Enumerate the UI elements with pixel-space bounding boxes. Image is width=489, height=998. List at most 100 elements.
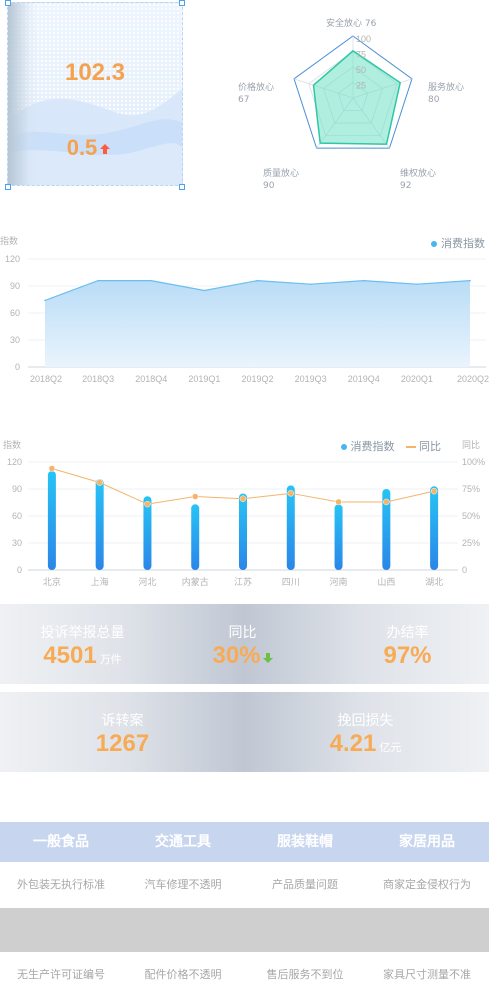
x-tick-label: 四川 (282, 577, 300, 587)
x-tick-label: 2018Q2 (30, 374, 62, 384)
legend-dot (431, 241, 437, 247)
y-axis-title: 指数 (0, 235, 18, 246)
bar-line-chart: 指数 同比 0 30 60 90 120 0 25% 50% 75% 100% 北京 上海 河北 内蒙古 江苏 四… (3, 439, 485, 587)
tab-vehicles[interactable]: 交通工具 (155, 834, 211, 850)
resize-handle-tl[interactable] (5, 0, 11, 6)
radar-label-service: 服务放心 80 (428, 83, 465, 105)
left-shade (8, 3, 38, 185)
tab-general-food[interactable]: 一般食品 (33, 834, 89, 850)
category-item[interactable]: 外包装无执行标准 (17, 878, 105, 891)
stat-recovered-label: 挽回损失 (337, 713, 394, 729)
stat-recovered-value: 4.21 亿元 (329, 730, 402, 757)
resize-handle-tr[interactable] (179, 0, 185, 6)
category-header: 一般食品 交通工具 服装鞋帽 家居用品 (0, 822, 489, 862)
category-item[interactable]: 售后服务不到位 (266, 968, 344, 981)
stat-complaints-label: 投诉举报总量 (40, 625, 125, 641)
y-tick-label: 120 (5, 254, 20, 264)
category-row-2: 无生产许可证编号 配件价格不透明 售后服务不到位 家具尺寸测量不准 (0, 952, 489, 998)
data-point (256, 279, 259, 282)
yoy-point (191, 493, 199, 500)
x-tick-label: 2018Q4 (135, 374, 167, 384)
category-item[interactable]: 无生产许可证编号 (17, 968, 105, 981)
x-tick-label: 2019Q4 (348, 374, 380, 384)
y-tick-label-left: 0 (17, 565, 22, 575)
data-point (416, 283, 418, 285)
yoy-point (383, 498, 390, 506)
legend-bar-label: 消费指数 (350, 440, 395, 453)
x-tick-label: 2020Q2 (457, 374, 489, 384)
stat-complaints-value: 4501 万件 (43, 642, 122, 669)
y-tick-label-right: 50% (462, 511, 480, 521)
x-tick-label: 2019Q2 (241, 374, 273, 384)
radar-tick-label: 50 (356, 65, 366, 75)
x-tick-label: 上海 (91, 576, 109, 587)
resize-handle-br[interactable] (179, 184, 185, 190)
category-item[interactable]: 汽车修理不透明 (144, 878, 222, 891)
x-tick-label: 河南 (330, 576, 348, 587)
y-tick-label-right: 75% (462, 484, 480, 494)
x-tick-label: 2019Q1 (188, 374, 220, 384)
tab-home-goods[interactable]: 家居用品 (399, 834, 455, 850)
x-tick-label: 2019Q3 (295, 374, 327, 384)
category-item[interactable]: 产品质量问题 (272, 878, 338, 891)
score-delta: 0.5 (8, 135, 176, 161)
stats-banner-1: 投诉举报总量 4501 万件 同比 30% 办结率 97% (0, 604, 489, 684)
radar-tick-label: 25 (356, 81, 366, 91)
legend-line-swatch (406, 446, 416, 448)
x-tick-label: 湖北 (425, 577, 443, 587)
stat-yoy-label: 同比 (228, 625, 257, 641)
category-item[interactable]: 商家定金侵权行为 (383, 878, 471, 891)
yoy-point (144, 500, 151, 508)
yoy-point (48, 465, 56, 472)
yoy-point (239, 495, 247, 502)
arrow-up-icon (100, 144, 111, 155)
area-legend[interactable]: 消费指数 (431, 235, 485, 251)
tab-clothing[interactable]: 服装鞋帽 (277, 834, 333, 850)
radar-label-quality: 质量放心 90 (263, 169, 300, 191)
divider-band (0, 908, 489, 952)
y-tick-label-left: 90 (12, 484, 22, 494)
score-delta-value: 0.5 (66, 135, 98, 160)
yoy-point (430, 487, 438, 495)
data-point (469, 279, 471, 282)
radar-series-area (312, 49, 402, 145)
radar-tick-label: 100 (356, 34, 371, 44)
data-point (309, 283, 312, 285)
x-tick-label: 内蒙古 (182, 576, 209, 587)
legend-line-label: 同比 (419, 440, 441, 453)
y-tick-label-right: 100% (462, 457, 485, 467)
radar-chart: 100 75 50 25 (293, 34, 413, 149)
bar-legend[interactable]: 消费指数 同比 (340, 438, 441, 454)
x-tick-label: 北京 (43, 576, 61, 587)
x-tick-label: 河北 (138, 576, 156, 587)
score-main-value: 102.3 (64, 59, 126, 86)
area-chart: 指数 0 30 60 90 120 2018Q2 2018Q3 2018Q4 2019Q1 2019… (0, 235, 489, 384)
area-fill (45, 280, 470, 367)
data-point (203, 289, 206, 292)
stat-closure-value: 97% (383, 642, 432, 669)
x-tick-label: 2018Q3 (82, 374, 114, 384)
y-tick-label: 90 (10, 281, 20, 291)
radar-label-price: 价格放心 67 (238, 83, 275, 105)
y-tick-label: 60 (10, 308, 20, 318)
bar (95, 479, 104, 570)
radar-label-rights: 维权放心 92 (400, 169, 437, 191)
radar-grid-ring (293, 35, 413, 149)
bar (47, 471, 56, 570)
y-axis-title-right: 同比 (462, 439, 480, 450)
category-item[interactable]: 配件价格不透明 (144, 968, 222, 981)
x-tick-label: 山西 (377, 577, 395, 587)
category-item[interactable]: 家具尺寸测量不准 (383, 968, 471, 981)
yoy-point (287, 490, 295, 497)
y-tick-label: 0 (15, 362, 20, 372)
area-legend-label: 消费指数 (441, 237, 485, 250)
category-row-1: 外包装无执行标准 汽车修理不透明 产品质量问题 商家定金侵权行为 (0, 862, 489, 908)
y-tick-label-left: 120 (7, 457, 22, 467)
wave-graphic (8, 89, 182, 185)
radar-tick-label: 75 (356, 50, 366, 60)
stat-yoy-value: 30% (180, 642, 305, 670)
y-axis-title-left: 指数 (3, 439, 21, 450)
resize-handle-bl[interactable] (5, 184, 11, 190)
stat-cases-value: 1267 (95, 730, 150, 757)
data-point (362, 279, 365, 282)
